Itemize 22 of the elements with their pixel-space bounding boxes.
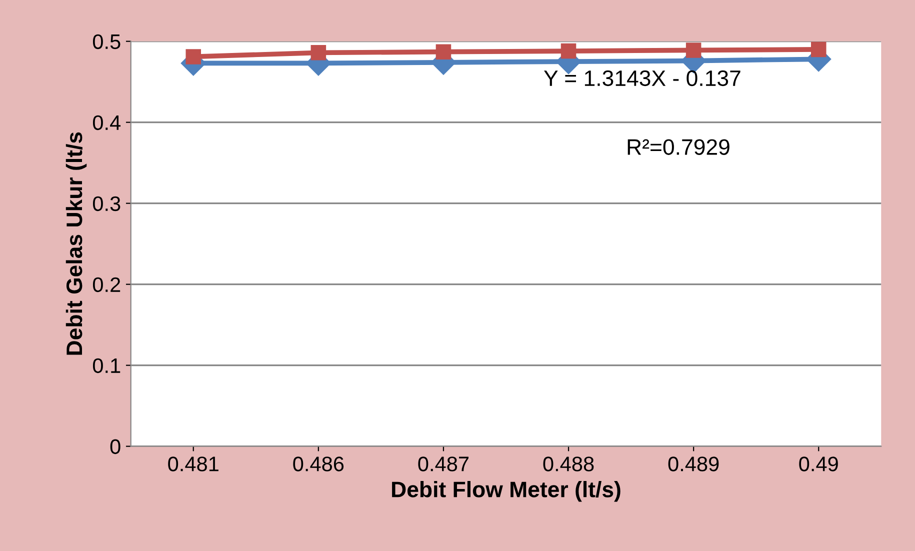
annotation: Y = 1.3143X - 0.137 (544, 70, 740, 86)
point (686, 42, 702, 58)
x-tick-label: 0.488 (543, 456, 594, 472)
y-tick-label: 0.4 (92, 115, 121, 130)
point (186, 49, 202, 64)
point (310, 45, 326, 60)
x-tick-label: 0.481 (168, 456, 218, 472)
x-tick-label: 0.489 (668, 456, 719, 472)
x-axis-title: Debit Flow Meter (lt/s) (392, 481, 620, 502)
y-tick-label: 0.3 (92, 196, 120, 212)
x-tick-label: 0.486 (293, 456, 344, 472)
y-tick-label: 0.5 (92, 34, 120, 50)
y-tick-label: 0.1 (92, 358, 120, 374)
y-tick-label: 0 (110, 439, 120, 454)
annotation: R²=0.7929 (628, 139, 730, 155)
point (810, 42, 826, 58)
x-tick-label: 0.487 (418, 456, 468, 472)
point (436, 44, 452, 60)
point (560, 43, 576, 59)
y-tick-label: 0.2 (92, 277, 120, 292)
x-tick-label: 0.49 (799, 456, 838, 472)
y-axis-title: Debit Gelas Ukur (lt/s (66, 132, 87, 355)
